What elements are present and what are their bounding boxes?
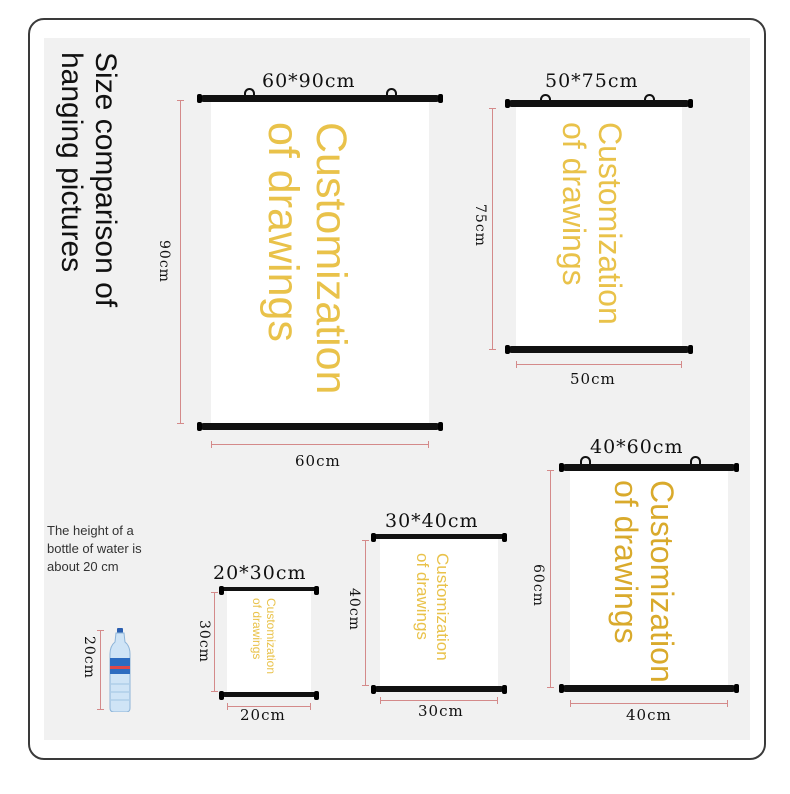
top-rod	[219, 586, 319, 595]
height-label: 75cm	[472, 204, 488, 247]
page-title: Size comparison of hanging pictures	[52, 52, 122, 312]
poster-text: Customization of drawings	[250, 598, 278, 675]
width-label: 20cm	[240, 706, 286, 724]
size-label: 60*90cm	[262, 70, 356, 92]
height-dimension-line	[547, 470, 554, 688]
bottom-rod	[559, 684, 739, 693]
top-rod	[505, 99, 693, 108]
size-label: 30*40cm	[385, 510, 479, 532]
width-dimension-line	[380, 697, 498, 704]
width-dimension-line	[516, 361, 682, 368]
bottom-rod	[371, 685, 507, 694]
hook-icon	[540, 94, 551, 104]
width-dimension-line	[570, 700, 728, 707]
width-label: 30cm	[418, 702, 464, 720]
height-label: 90cm	[156, 240, 172, 283]
height-dimension-line	[177, 100, 184, 424]
top-rod	[197, 94, 443, 103]
hook-icon	[386, 88, 397, 98]
size-label: 50*75cm	[545, 70, 639, 92]
width-label: 50cm	[570, 370, 616, 388]
bottom-rod	[219, 691, 319, 700]
height-label: 40cm	[346, 588, 362, 631]
bottle-dimension-line	[97, 630, 104, 710]
poster-text: Customization of drawings	[608, 480, 680, 683]
poster-canvas	[516, 104, 682, 350]
size-label: 20*30cm	[213, 562, 307, 584]
poster-text: Customization of drawings	[556, 122, 628, 325]
hook-icon	[644, 94, 655, 104]
bottle-height-label: 20cm	[81, 636, 97, 679]
height-dimension-line	[211, 592, 218, 692]
title-line-1: Size comparison of	[89, 52, 122, 308]
width-label: 40cm	[626, 706, 672, 724]
width-dimension-line	[227, 703, 311, 710]
poster-canvas	[380, 538, 498, 688]
hook-icon	[690, 456, 701, 466]
bottom-rod	[505, 345, 693, 354]
water-bottle-icon	[109, 628, 131, 712]
height-dimension-line	[489, 108, 496, 350]
bottom-rod	[197, 422, 443, 431]
size-label: 40*60cm	[590, 436, 684, 458]
poster-canvas	[227, 590, 311, 694]
hook-icon	[580, 456, 591, 466]
height-label: 30cm	[196, 620, 212, 663]
height-label: 60cm	[530, 564, 546, 607]
height-dimension-line	[362, 540, 369, 686]
hook-icon	[244, 88, 255, 98]
width-label: 60cm	[295, 452, 341, 470]
poster-text: Customization of drawings	[259, 122, 355, 395]
poster-canvas	[570, 468, 728, 688]
title-line-2: hanging pictures	[55, 52, 88, 273]
top-rod	[559, 463, 739, 472]
poster-text: Customization of drawings	[413, 553, 452, 661]
top-rod	[371, 533, 507, 542]
poster-canvas	[211, 100, 429, 426]
width-dimension-line	[211, 441, 429, 448]
bottle-note: The height of a bottle of water is about…	[47, 523, 142, 574]
